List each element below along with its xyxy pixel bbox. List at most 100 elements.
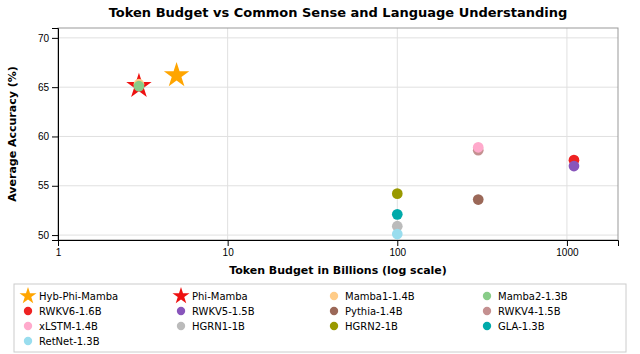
x-axis-title: Token Budget in Billions (log scale): [229, 264, 447, 277]
y-tick-mark: [52, 38, 58, 39]
legend-label: Pythia-1.4B: [345, 306, 403, 317]
chart: 1 10 100 1000 50 55 60 65 70 Token Budget vs Comm…: [0, 0, 640, 354]
point: [134, 81, 145, 92]
y-tick-label: 65: [38, 82, 50, 93]
y-tick: 50: [38, 230, 58, 241]
y-tick-mark: [52, 235, 58, 236]
x-tick-label: 1000: [556, 247, 579, 258]
legend-label: GLA-1.3B: [498, 321, 545, 332]
legend-label: Mamba2-1.3B: [498, 291, 568, 302]
x-tick-mark: [567, 240, 568, 246]
x-grid-line: [566, 28, 567, 240]
legend-item: Phi-Mamba: [172, 287, 247, 303]
point: [164, 62, 189, 86]
legend-swatch: [483, 322, 491, 330]
legend: Hyb-Phi-Mamba Phi-Mamba Mamba1-1.4B Mamba2-…: [14, 284, 626, 352]
x-tick: 100: [389, 240, 406, 258]
series: [164, 62, 189, 86]
y-tick: 60: [38, 131, 58, 142]
series: [569, 161, 580, 172]
point: [473, 194, 484, 205]
x-grid-line: [397, 28, 398, 240]
x-tick-mark: [228, 240, 229, 246]
y-grid-line: [58, 235, 618, 236]
y-grid-line: [58, 37, 618, 38]
y-tick-mark: [52, 136, 58, 137]
x-tick-label: 100: [389, 247, 406, 258]
legend-label: Mamba1-1.4B: [345, 291, 415, 302]
series: [473, 194, 484, 205]
y-tick-label: 50: [38, 230, 50, 241]
legend-item: HGRN2-1B: [330, 321, 398, 332]
legend-item: RWKV6-1.6B: [24, 306, 102, 317]
x-tick: 1: [56, 240, 62, 258]
legend-swatch: [483, 292, 491, 300]
x-tick-label: 1: [56, 247, 62, 258]
points: [126, 62, 579, 239]
legend-item: RWKV5-1.5B: [177, 306, 255, 317]
y-tick: 65: [38, 82, 58, 93]
y-tick-mark: [52, 186, 58, 187]
point: [392, 209, 403, 220]
point: [569, 161, 580, 172]
series: [392, 229, 403, 240]
legend-item: GLA-1.3B: [483, 321, 545, 332]
x-axis-line: [59, 241, 619, 247]
legend-item: Pythia-1.4B: [330, 306, 403, 317]
legend-label: Hyb-Phi-Mamba: [39, 291, 118, 302]
legend-frame: [14, 284, 626, 352]
legend-swatch: [330, 307, 338, 315]
legend-item: xLSTM-1.4B: [24, 321, 98, 332]
legend-item: Hyb-Phi-Mamba: [19, 287, 118, 303]
title: Token Budget vs Common Sense and Languag…: [109, 5, 568, 20]
y-tick: 70: [38, 33, 58, 44]
legend-swatch: [330, 322, 338, 330]
legend-swatch: [483, 307, 491, 315]
legend-swatch: [172, 287, 189, 303]
y-axis: 50 55 60 65 70: [38, 29, 59, 241]
y-tick-label: 60: [38, 131, 50, 142]
legend-item: RetNet-1.3B: [24, 336, 100, 347]
legend-label: RWKV4-1.5B: [498, 306, 561, 317]
x-tick: 1000: [556, 240, 579, 258]
legend-swatch: [19, 287, 36, 303]
point: [126, 73, 151, 97]
y-axis-title: Average Accuracy (%): [6, 66, 19, 202]
legend-label: RWKV5-1.5B: [192, 306, 255, 317]
series: [134, 81, 145, 92]
y-tick-label: 70: [38, 33, 50, 44]
x-tick-label: 10: [223, 247, 235, 258]
legend-label: Phi-Mamba: [192, 291, 248, 302]
legend-label: RWKV6-1.6B: [39, 306, 102, 317]
point: [392, 229, 403, 240]
plot-area: 1 10 100 1000 50 55 60 65 70: [38, 28, 619, 258]
y-grid-line: [58, 185, 618, 186]
legend-swatch: [177, 322, 185, 330]
series: [392, 188, 403, 199]
y-tick-mark: [52, 87, 58, 88]
legend-label: HGRN2-1B: [345, 321, 398, 332]
x-tick-mark: [397, 240, 398, 246]
legend-label: HGRN1-1B: [192, 321, 245, 332]
x-tick: 10: [223, 240, 235, 258]
grid: [58, 28, 618, 240]
series: [473, 142, 484, 153]
legend-swatch: [24, 322, 32, 330]
legend-item: RWKV4-1.5B: [483, 306, 561, 317]
legend-label: RetNet-1.3B: [39, 336, 100, 347]
legend-swatch: [24, 307, 32, 315]
point: [392, 188, 403, 199]
y-grid-line: [58, 136, 618, 137]
legend-swatch: [24, 337, 32, 345]
x-axis: 1 10 100 1000: [56, 240, 619, 258]
y-tick-label: 55: [38, 180, 50, 191]
legend-swatch: [330, 292, 338, 300]
point: [473, 142, 484, 153]
x-grid-line: [227, 28, 228, 240]
legend-swatch: [177, 307, 185, 315]
plot-frame: [58, 28, 618, 240]
series: [126, 73, 151, 97]
series: [392, 209, 403, 220]
legend-item: Mamba2-1.3B: [483, 291, 568, 302]
legend-item: HGRN1-1B: [177, 321, 245, 332]
